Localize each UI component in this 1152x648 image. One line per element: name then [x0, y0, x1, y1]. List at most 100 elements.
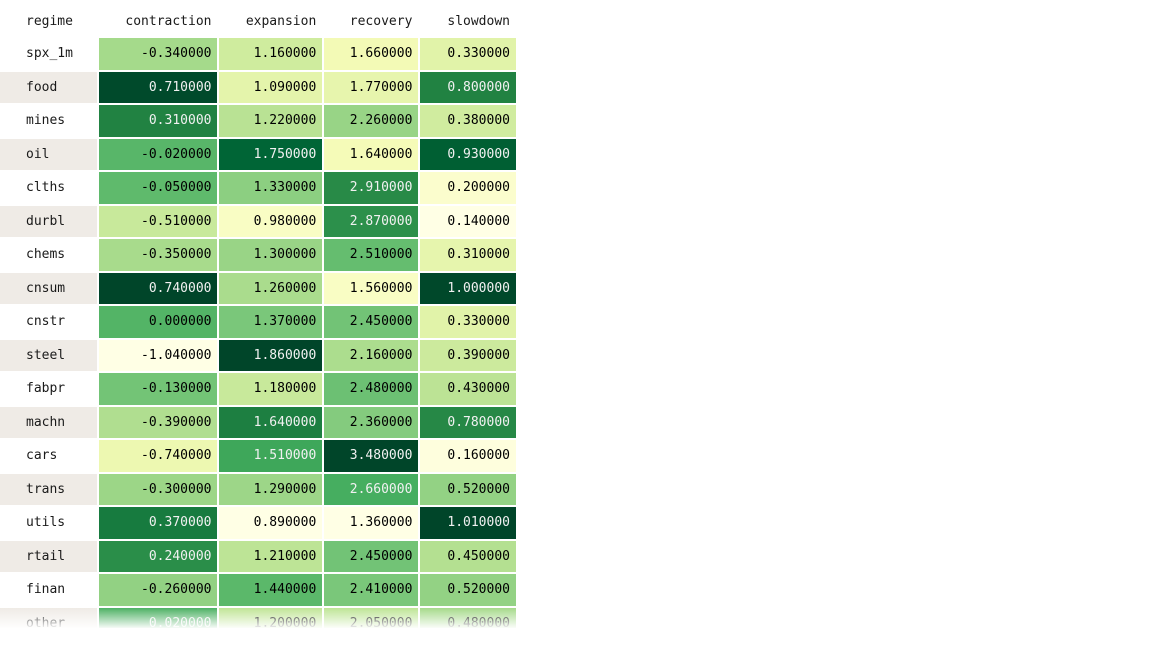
heatmap-cell: 1.360000 — [324, 507, 419, 539]
row-label: food — [0, 71, 97, 103]
heatmap-cell: 2.480000 — [324, 373, 419, 405]
row-label: machn — [0, 406, 97, 438]
heatmap-cell: 0.370000 — [98, 507, 218, 539]
heatmap-table: regime contraction expansion recovery sl… — [0, 6, 518, 628]
heatmap-cell: 1.010000 — [420, 507, 516, 539]
table-row: cars -0.740000 1.510000 3.480000 0.160000 — [0, 440, 516, 472]
heatmap-cell: 1.660000 — [324, 38, 419, 70]
row-label: trans — [0, 473, 97, 505]
heatmap-cell: 2.660000 — [324, 473, 419, 505]
heatmap-cell: 0.980000 — [219, 205, 323, 237]
row-label: cars — [0, 440, 97, 472]
heatmap-cell: 1.370000 — [219, 306, 323, 338]
column-header-expansion: expansion — [219, 6, 323, 36]
table-row: cnstr 0.000000 1.370000 2.450000 0.330000 — [0, 306, 516, 338]
heatmap-cell: 0.890000 — [219, 507, 323, 539]
row-label: utils — [0, 507, 97, 539]
heatmap-cell: 2.360000 — [324, 406, 419, 438]
heatmap-cell: -0.510000 — [98, 205, 218, 237]
heatmap-cell: -0.260000 — [98, 574, 218, 606]
heatmap-cell: 0.710000 — [98, 71, 218, 103]
heatmap-cell: -0.020000 — [98, 138, 218, 170]
heatmap-cell: 1.000000 — [420, 272, 516, 304]
table-row: machn -0.390000 1.640000 2.360000 0.780000 — [0, 406, 516, 438]
heatmap-cell: 2.510000 — [324, 239, 419, 271]
row-label: steel — [0, 339, 97, 371]
table-row: utils 0.370000 0.890000 1.360000 1.010000 — [0, 507, 516, 539]
heatmap-cell: 2.450000 — [324, 306, 419, 338]
heatmap-cell: 3.480000 — [324, 440, 419, 472]
heatmap-cell: 0.480000 — [420, 607, 516, 628]
heatmap-cell: 1.860000 — [219, 339, 323, 371]
table-row: rtail 0.240000 1.210000 2.450000 0.450000 — [0, 540, 516, 572]
row-label: clths — [0, 172, 97, 204]
table-row: steel -1.040000 1.860000 2.160000 0.390000 — [0, 339, 516, 371]
heatmap-cell: 1.180000 — [219, 373, 323, 405]
table-row: food 0.710000 1.090000 1.770000 0.800000 — [0, 71, 516, 103]
heatmap-cell: 1.560000 — [324, 272, 419, 304]
heatmap-cell: 1.300000 — [219, 239, 323, 271]
heatmap-cell: 0.740000 — [98, 272, 218, 304]
row-label: finan — [0, 574, 97, 606]
heatmap-cell: -0.340000 — [98, 38, 218, 70]
index-header: regime — [0, 6, 97, 36]
column-header-contraction: contraction — [98, 6, 218, 36]
table-row: cnsum 0.740000 1.260000 1.560000 1.000000 — [0, 272, 516, 304]
heatmap-cell: 1.640000 — [324, 138, 419, 170]
heatmap-cell: 2.050000 — [324, 607, 419, 628]
heatmap-cell: -1.040000 — [98, 339, 218, 371]
row-label: spx_1m — [0, 38, 97, 70]
heatmap-cell: 1.200000 — [219, 607, 323, 628]
heatmap-cell: -0.390000 — [98, 406, 218, 438]
heatmap-cell: 0.520000 — [420, 473, 516, 505]
heatmap-cell: 1.750000 — [219, 138, 323, 170]
header-row: regime contraction expansion recovery sl… — [0, 6, 516, 36]
column-header-slowdown: slowdown — [420, 6, 516, 36]
heatmap-cell: 0.160000 — [420, 440, 516, 472]
heatmap-cell: 1.770000 — [324, 71, 419, 103]
table-row: finan -0.260000 1.440000 2.410000 0.520000 — [0, 574, 516, 606]
heatmap-cell: 0.200000 — [420, 172, 516, 204]
heatmap-cell: 0.310000 — [420, 239, 516, 271]
heatmap-cell: 1.160000 — [219, 38, 323, 70]
row-label: fabpr — [0, 373, 97, 405]
table-row: fabpr -0.130000 1.180000 2.480000 0.430000 — [0, 373, 516, 405]
heatmap-cell: 2.450000 — [324, 540, 419, 572]
heatmap-cell: 0.800000 — [420, 71, 516, 103]
heatmap-cell: 1.210000 — [219, 540, 323, 572]
table-body: spx_1m -0.340000 1.160000 1.660000 0.330000 f… — [0, 38, 516, 628]
heatmap-cell: 0.330000 — [420, 38, 516, 70]
heatmap-cell: 2.910000 — [324, 172, 419, 204]
heatmap-cell: 2.160000 — [324, 339, 419, 371]
heatmap-cell: -0.740000 — [98, 440, 218, 472]
heatmap-cell: 2.260000 — [324, 105, 419, 137]
heatmap-cell: 2.410000 — [324, 574, 419, 606]
row-label: durbl — [0, 205, 97, 237]
heatmap-cell: 0.240000 — [98, 540, 218, 572]
heatmap-cell: 1.290000 — [219, 473, 323, 505]
heatmap-cell: 0.930000 — [420, 138, 516, 170]
table-row: clths -0.050000 1.330000 2.910000 0.200000 — [0, 172, 516, 204]
heatmap-cell: 1.640000 — [219, 406, 323, 438]
row-label: chems — [0, 239, 97, 271]
table-row: trans -0.300000 1.290000 2.660000 0.520000 — [0, 473, 516, 505]
table-row: chems -0.350000 1.300000 2.510000 0.310000 — [0, 239, 516, 271]
heatmap-cell: 1.510000 — [219, 440, 323, 472]
heatmap-cell: 0.310000 — [98, 105, 218, 137]
row-label: cnsum — [0, 272, 97, 304]
heatmap-cell: 1.260000 — [219, 272, 323, 304]
heatmap-cell: 0.780000 — [420, 406, 516, 438]
heatmap-cell: 2.870000 — [324, 205, 419, 237]
column-header-recovery: recovery — [324, 6, 419, 36]
table-row: mines 0.310000 1.220000 2.260000 0.380000 — [0, 105, 516, 137]
heatmap-cell: 0.430000 — [420, 373, 516, 405]
heatmap-cell: 0.000000 — [98, 306, 218, 338]
heatmap-cell: 0.520000 — [420, 574, 516, 606]
row-label: rtail — [0, 540, 97, 572]
heatmap-cell: 0.380000 — [420, 105, 516, 137]
heatmap-cell: 0.390000 — [420, 339, 516, 371]
table-row: spx_1m -0.340000 1.160000 1.660000 0.330000 — [0, 38, 516, 70]
heatmap-cell: -0.050000 — [98, 172, 218, 204]
heatmap-cell: 0.020000 — [98, 607, 218, 628]
row-label: mines — [0, 105, 97, 137]
